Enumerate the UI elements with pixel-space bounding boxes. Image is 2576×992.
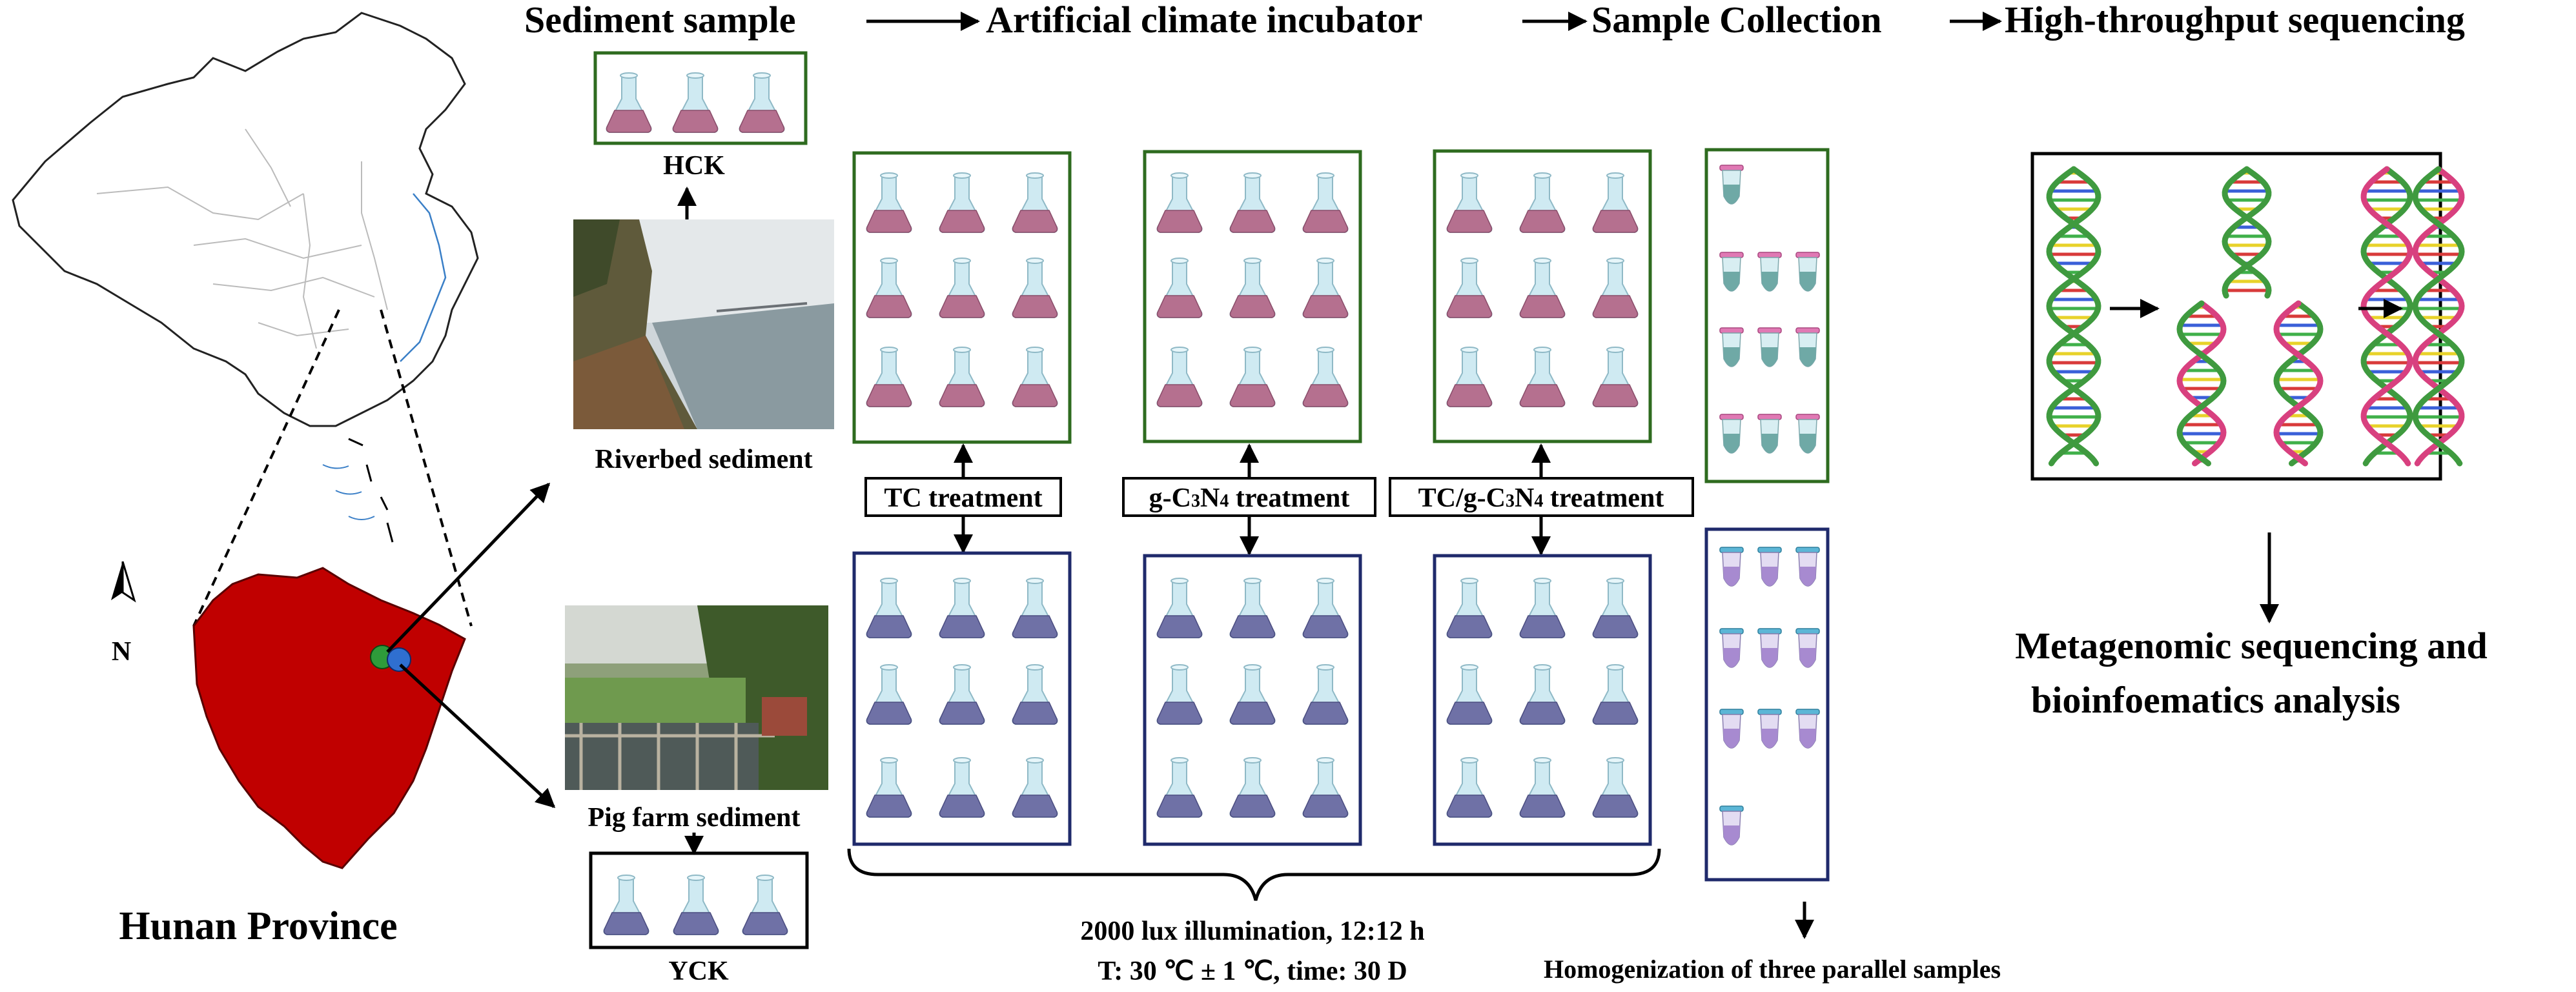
riverbed-photo [573,219,834,429]
hck-box [593,51,808,145]
province-label: Hunan Province [119,904,397,948]
sequencing-line-1: Metagenomic sequencing and [2015,625,2487,667]
dna-helix-original [2046,166,2101,467]
north-arrow-icon [111,561,136,603]
conditions-line-1: 2000 lux illumination, 12:12 h [1080,916,1424,946]
dna-helix-replicating-right [2273,300,2324,467]
pig-farm-photo [565,605,828,790]
gcn-river-box [1143,150,1362,443]
step-sample-collection: Sample Collection [1591,0,1881,41]
tc-treatment-box [864,477,1062,517]
riverbed-label: Riverbed sediment [595,445,812,474]
pig-farm-site-marker [387,647,411,672]
gcn-treatment-box [1122,477,1376,517]
gcn-pig-box [1143,554,1362,846]
tcgcn-river-box [1433,149,1652,443]
purple-flask-grid-1 [866,578,1058,818]
tcgcn-treatment-label: TC/g-C3N4 treatment [1418,483,1664,513]
incubator-brace [847,848,1661,901]
north-label: N [112,637,131,667]
pink-flask-grid-2 [1156,172,1349,407]
dna-helix-copy-2 [2412,166,2465,467]
dna-helix-copy-1 [2360,166,2413,467]
tc-treatment-label: TC treatment [884,483,1042,513]
step-artificial-climate-incubator: Artificial climate incubator [986,0,1423,41]
purple-flask-grid-3 [1446,578,1639,818]
pink-flask-grid-3 [1446,172,1639,407]
tcgcn-pig-box [1433,554,1652,846]
pink-flask-grid-1 [866,172,1058,407]
blue-tube-set [1719,547,1820,845]
purple-flask-grid-2 [1156,578,1349,818]
yck-label: YCK [668,957,729,986]
pig-farm-label: Pig farm sediment [588,803,801,833]
river-tubes-box [1704,148,1830,483]
tc-river-box [852,151,1072,444]
tc-pig-box [852,551,1072,846]
dna-helices [2046,166,2465,467]
pink-tube-set [1719,165,1820,454]
step-high-throughput-sequencing: High-throughput sequencing [2005,0,2465,41]
homogenization-note: Homogenization of three parallel samples [1544,955,2001,984]
dna-helix-unwinding-top [2222,166,2272,299]
hck-label: HCK [663,151,725,181]
dna-helix-replicating-left [2176,300,2227,467]
conditions-line-2: T: 30 ℃ ± 1 ℃, time: 30 D [1098,957,1407,986]
yck-box [589,851,809,949]
step-sediment-sample: Sediment sample [524,0,796,41]
sequencing-line-2: bioinfoematics analysis [2031,679,2400,721]
gcn-treatment-label: g-C3N4 treatment [1149,483,1350,513]
pig-tubes-box [1704,527,1830,882]
china-map [12,12,479,543]
